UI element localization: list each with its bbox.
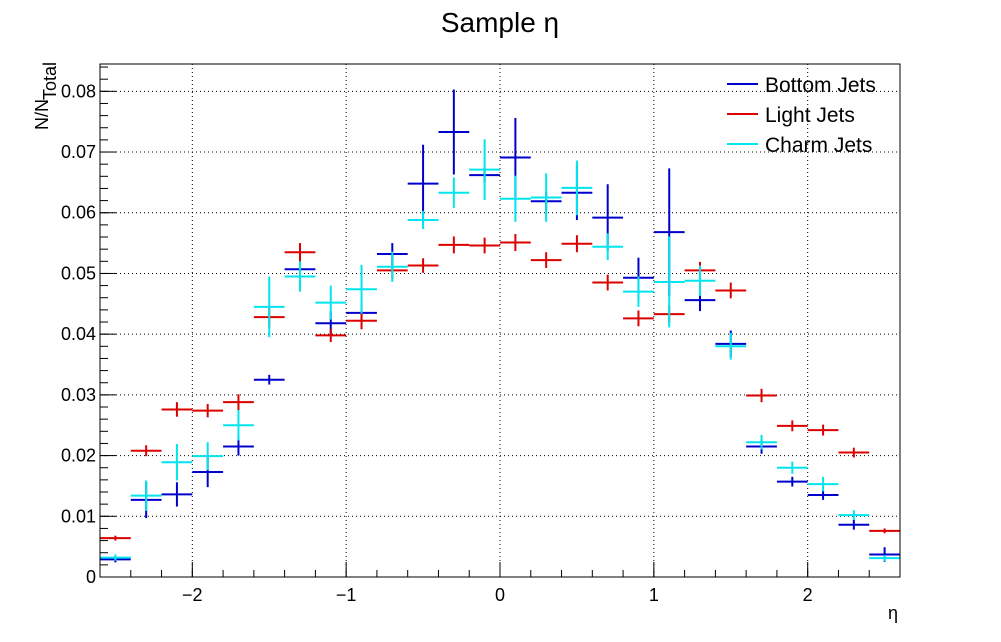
data-point <box>561 235 593 253</box>
data-point <box>100 535 131 541</box>
y-axis-label-main: N/N <box>32 99 52 130</box>
y-tick-label: 0.08 <box>61 81 96 101</box>
legend-label: Bottom Jets <box>765 74 876 97</box>
data-point <box>776 420 808 432</box>
data-point <box>500 233 531 251</box>
data-point <box>623 310 654 327</box>
data-point <box>684 265 716 296</box>
chart-title: Sample η <box>441 7 559 38</box>
data-point <box>315 285 347 320</box>
data-point <box>253 374 285 385</box>
data-point <box>869 555 900 562</box>
data-point <box>869 528 900 534</box>
data-point <box>315 328 347 343</box>
data-point <box>284 243 316 262</box>
data-point <box>223 410 254 441</box>
x-tick-label: 1 <box>649 585 659 605</box>
data-point <box>253 276 285 338</box>
data-point <box>130 445 162 457</box>
x-tick-label: 0 <box>495 585 505 605</box>
data-point <box>746 434 777 450</box>
data-point <box>438 177 470 208</box>
x-axis-label: η <box>888 603 898 623</box>
legend: Bottom Jets Light Jets Charm Jets <box>727 74 876 157</box>
data-point <box>776 476 808 487</box>
data-point <box>469 237 500 254</box>
series-light-jets <box>100 233 900 541</box>
data-point <box>161 444 193 481</box>
x-tick-label: −2 <box>182 585 203 605</box>
data-point <box>653 236 685 328</box>
data-point <box>407 258 439 273</box>
data-point <box>346 264 377 314</box>
data-point <box>284 261 316 292</box>
data-point <box>161 402 193 417</box>
y-tick-label: 0.04 <box>61 324 96 344</box>
axes: −2 −1 0 1 2 0 0.01 0.02 0.03 0.04 0.05 0.06 0.07 0.08 <box>61 66 901 605</box>
data-point <box>438 236 470 254</box>
data-point <box>346 312 377 330</box>
legend-item: Charm Jets <box>727 134 872 157</box>
legend-label: Light Jets <box>765 104 855 127</box>
data-point <box>838 510 870 520</box>
data-point <box>592 274 624 291</box>
legend-item: Bottom Jets <box>727 74 876 97</box>
y-tick-label: 0.03 <box>61 385 96 405</box>
data-point <box>192 442 224 471</box>
data-point <box>376 251 408 282</box>
data-point <box>746 388 777 403</box>
series-charm-jets <box>100 139 900 562</box>
data-point <box>592 233 624 261</box>
y-tick-label: 0.01 <box>61 506 96 526</box>
y-tick-label: 0 <box>86 567 96 587</box>
data-point <box>838 519 870 530</box>
data-point <box>561 160 593 216</box>
data-series <box>100 89 900 563</box>
data-point <box>469 139 500 200</box>
data-point <box>407 144 439 223</box>
data-point <box>223 394 254 411</box>
y-tick-label: 0.06 <box>61 203 96 223</box>
data-point <box>623 276 654 307</box>
grid-lines <box>100 64 900 577</box>
data-point <box>192 403 224 418</box>
data-point <box>500 175 531 222</box>
data-point <box>715 282 747 299</box>
data-point <box>407 210 439 230</box>
data-point <box>807 424 839 436</box>
y-axis-label: N/N Total <box>32 62 60 130</box>
data-point <box>807 476 839 492</box>
data-point <box>438 89 470 175</box>
y-tick-label: 0.05 <box>61 263 96 283</box>
data-point <box>776 461 808 474</box>
data-point <box>530 252 562 268</box>
y-axis-label-sub: Total <box>40 62 60 100</box>
data-point <box>530 173 562 222</box>
legend-item: Light Jets <box>727 104 855 127</box>
data-point <box>161 482 193 507</box>
x-tick-label: 2 <box>803 585 813 605</box>
data-point <box>130 480 162 511</box>
x-tick-label: −1 <box>336 585 357 605</box>
data-point <box>100 554 131 561</box>
y-tick-label: 0.02 <box>61 446 96 466</box>
y-tick-label: 0.07 <box>61 142 96 162</box>
data-point <box>807 490 839 500</box>
legend-label: Charm Jets <box>765 134 872 157</box>
data-point <box>838 447 870 458</box>
data-point <box>715 332 747 360</box>
